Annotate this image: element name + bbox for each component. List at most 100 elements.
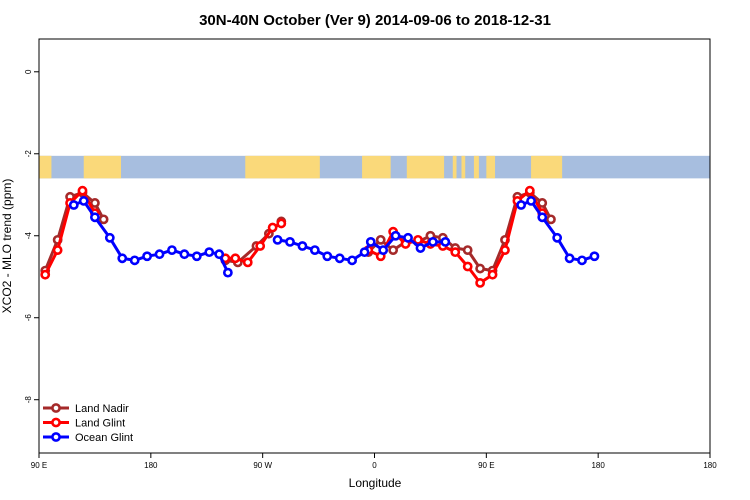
data-point <box>390 230 401 241</box>
data-point <box>552 232 563 243</box>
data-point <box>142 251 153 262</box>
map-land <box>461 155 466 179</box>
x-tick-label: 180 <box>144 461 158 470</box>
data-point <box>117 253 128 264</box>
data-point <box>440 237 451 247</box>
data-point <box>272 234 283 245</box>
y-tick-label: -4 <box>24 232 33 240</box>
x-tick-label: 180 <box>703 461 717 470</box>
data-point <box>309 245 320 255</box>
data-point <box>285 237 295 247</box>
legend-label: Land Glint <box>75 418 125 430</box>
chart-title: 30N-40N October (Ver 9) 2014-09-06 to 20… <box>199 12 551 29</box>
data-point <box>276 218 287 229</box>
data-point <box>403 232 413 243</box>
data-point <box>546 214 556 225</box>
x-tick-label: 180 <box>591 461 605 470</box>
data-point <box>365 237 376 247</box>
data-point <box>564 253 575 264</box>
data-point <box>462 245 473 255</box>
data-point <box>537 198 548 208</box>
series-line <box>520 199 595 262</box>
data-point <box>375 234 386 245</box>
data-point <box>40 269 51 280</box>
world-map-strip <box>39 155 710 179</box>
data-point <box>415 243 426 253</box>
map-land <box>531 155 563 179</box>
data-point <box>413 234 423 245</box>
y-tick-label: -2 <box>24 150 33 158</box>
legend-item: Land Nadir <box>43 403 129 415</box>
data-point <box>191 251 202 262</box>
x-tick-label: 0 <box>372 461 377 470</box>
y-tick-label: 0 <box>24 69 33 74</box>
data-point <box>129 255 140 266</box>
data-point <box>90 198 100 208</box>
data-point <box>378 245 389 255</box>
map-land <box>39 155 52 179</box>
data-point <box>230 253 241 264</box>
data-point <box>526 196 536 206</box>
legend-item: Land Glint <box>43 418 125 430</box>
data-point <box>77 185 88 196</box>
map-land <box>406 155 445 179</box>
data-point <box>388 245 399 255</box>
series-land-glint <box>40 185 548 288</box>
legend-marker <box>51 432 61 442</box>
x-tick-label: 90 E <box>31 461 47 470</box>
data-point <box>68 200 79 210</box>
data-point <box>222 267 233 278</box>
data-point <box>322 251 333 262</box>
y-tick-label: -6 <box>24 314 33 322</box>
data-point <box>179 249 190 260</box>
data-point <box>524 185 535 196</box>
data-point <box>167 245 177 255</box>
data-point <box>516 200 527 210</box>
legend-item: Ocean Glint <box>43 432 133 444</box>
data-point <box>154 249 165 260</box>
data-point <box>204 247 215 258</box>
y-axis: 0 -2 -4 -6 -8 <box>24 69 39 403</box>
series-layer <box>40 185 600 288</box>
x-axis-label: Longitude <box>349 476 402 490</box>
map-land <box>245 155 320 179</box>
legend: Land Nadir Land Glint Ocean Glint <box>43 403 133 444</box>
data-point <box>537 212 548 223</box>
map-land <box>83 155 122 179</box>
data-point <box>359 247 370 258</box>
map-land <box>452 155 457 179</box>
data-point <box>450 247 461 258</box>
data-point <box>214 249 225 260</box>
data-point <box>500 245 510 255</box>
series-ocean-glint <box>68 196 600 278</box>
legend-marker <box>51 417 61 428</box>
data-point <box>267 222 278 233</box>
data-point <box>255 241 266 251</box>
data-point <box>589 251 600 262</box>
data-point <box>104 232 115 243</box>
data-point <box>475 277 486 288</box>
map-land <box>362 155 391 179</box>
data-point <box>475 263 486 274</box>
data-point <box>462 261 473 272</box>
data-point <box>297 241 308 251</box>
x-tick-label: 90 E <box>478 461 494 470</box>
legend-marker <box>51 403 61 413</box>
y-tick-label: -8 <box>24 396 33 404</box>
legend-label: Ocean Glint <box>75 432 133 444</box>
map-land <box>473 155 479 179</box>
map-land <box>486 155 496 179</box>
data-point <box>52 245 63 255</box>
data-point <box>78 196 89 206</box>
data-point <box>98 214 109 225</box>
data-point <box>487 269 498 280</box>
data-point <box>242 257 253 268</box>
legend-label: Land Nadir <box>75 403 129 415</box>
x-tick-label: 90 W <box>253 461 272 470</box>
data-point <box>90 212 100 223</box>
data-point <box>347 255 358 266</box>
x-axis: 90 E 180 90 W 0 90 E 180 180 <box>31 453 717 470</box>
data-point <box>334 253 345 264</box>
y-axis-label: XCO2 - MLO trend (ppm) <box>0 179 14 314</box>
data-point <box>577 255 587 266</box>
